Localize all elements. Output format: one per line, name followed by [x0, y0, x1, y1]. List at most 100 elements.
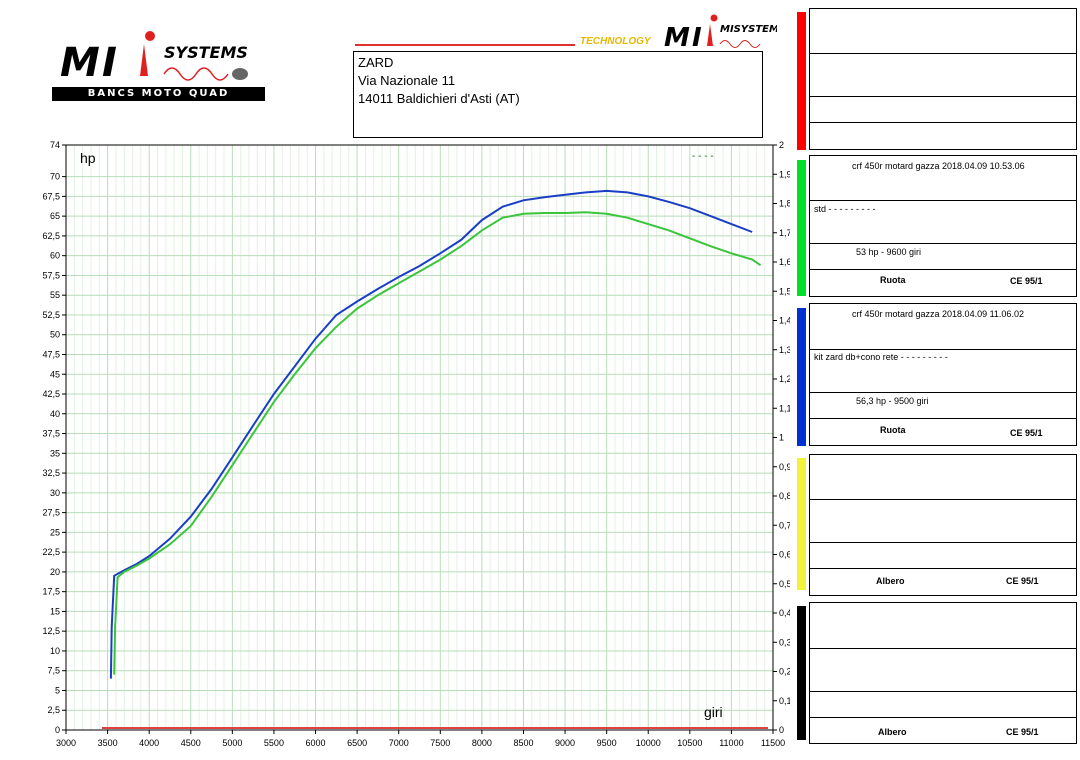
- address-line-2: Via Nazionale 11: [358, 73, 456, 88]
- y-tick-label: 20: [50, 567, 60, 577]
- svg-text:I: I: [692, 23, 702, 52]
- panel-3-peak: 56,3 hp - 9500 giri: [856, 396, 929, 406]
- panel-3-footer-left: Ruota: [880, 425, 906, 435]
- y2-tick-label: 2: [779, 140, 784, 150]
- series-line-2: [113, 211, 762, 675]
- panel-5: Albero CE 95/1: [809, 602, 1077, 744]
- y2-tick-label: 0,9: [779, 462, 790, 472]
- logo-tagline: BANCS MOTO QUAD: [52, 87, 265, 101]
- y2-tick-label: 1,8: [779, 199, 790, 209]
- panel-3-colorbar: [797, 308, 806, 446]
- panel-4-footer-right: CE 95/1: [1006, 576, 1039, 586]
- y-tick-label: 10: [50, 646, 60, 656]
- chart-grid: [65, 144, 774, 731]
- panel-1: [809, 8, 1077, 150]
- panel-4: Albero CE 95/1: [809, 454, 1077, 596]
- technology-text: TECHNOLOGY: [580, 36, 651, 47]
- chart-series: [109, 189, 762, 679]
- x-tick-label: 4500: [181, 738, 201, 748]
- panel-2-label: std - - - - - - - - -: [814, 204, 876, 214]
- y2-tick-label: 1: [779, 433, 784, 443]
- address-line-3: 14011 Baldichieri d'Asti (AT): [358, 91, 520, 106]
- y2-tick-label: 1,4: [779, 316, 790, 326]
- y-tick-label: 65: [50, 211, 60, 221]
- panel-4-colorbar: [797, 458, 806, 590]
- y2-tick-label: 0,5: [779, 579, 790, 589]
- y-tick-label: 57,5: [42, 270, 60, 280]
- y2-tick-label: 1,3: [779, 345, 790, 355]
- x-tick-label: 10000: [636, 738, 661, 748]
- misystems-logo: M I SYSTEMS BANCS MOTO QUAD: [52, 24, 267, 104]
- y2-tick-label: 1,9: [779, 169, 790, 179]
- y2-tick-label: 0: [779, 725, 784, 735]
- x-tick-label: 3000: [56, 738, 76, 748]
- x-tick-label: 6500: [347, 738, 367, 748]
- x-tick-label: 9000: [555, 738, 575, 748]
- logo-graphic: M I SYSTEMS: [60, 31, 248, 86]
- y-axis-label: hp: [80, 150, 96, 166]
- y-tick-label: 42,5: [42, 389, 60, 399]
- y2-tick-label: 0,1: [779, 696, 790, 706]
- x-tick-label: 8500: [513, 738, 533, 748]
- y-tick-label: 37,5: [42, 429, 60, 439]
- y2-tick-label: 1,7: [779, 228, 790, 238]
- panel-2-peak: 53 hp - 9600 giri: [856, 247, 922, 257]
- address-line-1: ZARD: [358, 55, 394, 70]
- y-tick-label: 30: [50, 488, 60, 498]
- x-tick-label: 10500: [677, 738, 702, 748]
- y-tick-label: 67,5: [42, 191, 60, 201]
- y-tick-label: 55: [50, 290, 60, 300]
- y-tick-label: 12,5: [42, 626, 60, 636]
- x-tick-label: 4000: [139, 738, 159, 748]
- panel-2: crf 450r motard gazza 2018.04.09 10.53.0…: [809, 155, 1077, 297]
- plot-frame: [65, 144, 774, 731]
- y2-axis-ticks: 0 0,1 0,2 0,3 0,4 0,5 0,6 0,7 0,8 0,9 1 1,1 1,2 1,3 1,…: [773, 140, 790, 735]
- y2-tick-label: 1,5: [779, 286, 790, 296]
- panel-2-header: crf 450r motard gazza 2018.04.09 10.53.0…: [852, 161, 1025, 171]
- x-tick-label: 11000: [719, 738, 743, 748]
- y2-tick-label: 0,7: [779, 520, 790, 530]
- y2-tick-label: 0,8: [779, 491, 790, 501]
- x-tick-label: 8000: [472, 738, 492, 748]
- svg-text:M: M: [60, 40, 100, 86]
- y2-tick-label: 0,3: [779, 637, 790, 647]
- x-axis-label: giri: [704, 704, 723, 720]
- panel-3: crf 450r motard gazza 2018.04.09 11.06.0…: [809, 303, 1077, 446]
- y-tick-label: 60: [50, 251, 60, 261]
- svg-text:SYSTEMS: SYSTEMS: [164, 43, 248, 62]
- dyno-chart: 3000 3500 4000 4500 5000 5500 6000 6500 7000 7500…: [42, 140, 790, 748]
- x-tick-label: 5000: [222, 738, 242, 748]
- y-axis-ticks: 02,557,51012,51517,52022,52527,53032,535…: [42, 140, 66, 735]
- x-tick-label: 7500: [430, 738, 450, 748]
- svg-text:I: I: [102, 40, 117, 86]
- y2-tick-label: 0,6: [779, 550, 790, 560]
- panel-4-footer-left: Albero: [876, 576, 905, 586]
- y2-tick-label: 1,2: [779, 374, 790, 384]
- y2-tick-label: 1,6: [779, 257, 790, 267]
- y-tick-label: 70: [50, 172, 60, 182]
- series-line-1: [109, 189, 753, 679]
- panel-5-footer-right: CE 95/1: [1006, 727, 1039, 737]
- panel-1-colorbar: [797, 12, 806, 150]
- y2-tick-label: 0,2: [779, 667, 790, 677]
- panel-2-colorbar: [797, 160, 806, 296]
- y-tick-label: 50: [50, 330, 60, 340]
- svg-text:M: M: [664, 23, 690, 52]
- y2-tick-label: 0,4: [779, 608, 790, 618]
- x-tick-label: 7000: [389, 738, 409, 748]
- y2-tick-label: 1,1: [779, 403, 790, 413]
- x-tick-label: 9500: [597, 738, 617, 748]
- y-tick-label: 7,5: [47, 666, 60, 676]
- y-tick-label: 62,5: [42, 231, 60, 241]
- x-tick-label: 11500: [761, 738, 785, 748]
- y-tick-label: 2,5: [47, 705, 60, 715]
- panel-5-colorbar: [797, 606, 806, 740]
- panel-3-label: kit zard db+cono rete - - - - - - - - -: [814, 352, 948, 362]
- y-tick-label: 15: [50, 606, 60, 616]
- panel-2-footer-left: Ruota: [880, 275, 906, 285]
- customer-address-box: ZARD Via Nazionale 11 14011 Baldichieri …: [353, 51, 763, 138]
- y-tick-label: 0: [55, 725, 60, 735]
- x-tick-label: 5500: [264, 738, 284, 748]
